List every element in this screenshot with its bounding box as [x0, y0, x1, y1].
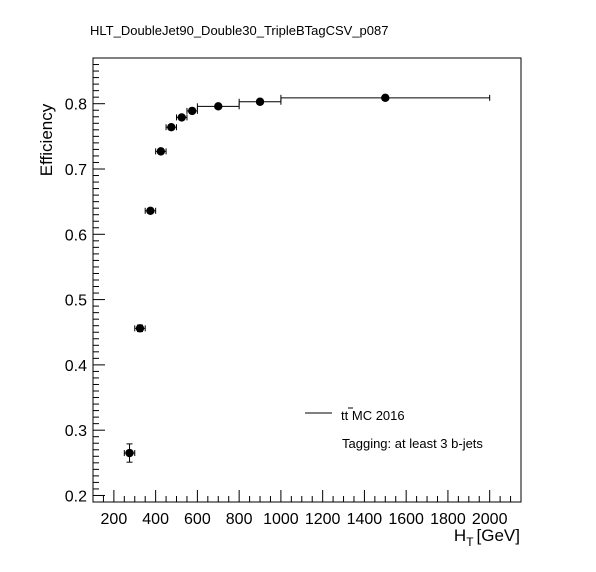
data-marker: [135, 324, 145, 333]
data-marker: [146, 206, 155, 215]
y-tick-label: 0.2: [65, 488, 87, 505]
x-axis-label: HT [GeV]: [454, 526, 520, 549]
legend-entry-tbar: t: [345, 408, 349, 423]
data-point: [176, 113, 188, 122]
x-axis-label-sub: T: [466, 535, 474, 549]
legend-entry-t1: t: [341, 408, 345, 423]
y-tick-label: 0.3: [65, 423, 87, 440]
data-point: [196, 102, 240, 111]
data-marker: [156, 147, 166, 156]
x-tick-label: 1600: [388, 511, 424, 528]
x-tick-label: 600: [184, 511, 211, 528]
x-tick-label: 200: [101, 511, 128, 528]
legend-annotation: Tagging: at least 3 b-jets: [342, 436, 483, 451]
legend-entry-label: tt MC 2016: [341, 408, 405, 423]
x-tick-label: 400: [142, 511, 169, 528]
data-point: [155, 147, 167, 156]
data-point: [144, 206, 157, 215]
legend: tt MC 2016 Tagging: at least 3 b-jets: [305, 407, 483, 451]
y-axis: 0.2 0.3 0.4 0.5 0.6 0.7 0.8: [65, 64, 105, 505]
data-marker: [177, 113, 186, 122]
data-series: [123, 93, 491, 463]
data-marker: [255, 97, 265, 106]
x-tick-label: 800: [226, 511, 253, 528]
y-tick-label: 0.5: [65, 293, 87, 310]
data-point: [280, 93, 491, 103]
x-tick-label: 2000: [472, 511, 508, 528]
data-marker: [167, 123, 176, 132]
data-point: [238, 97, 282, 106]
data-marker: [187, 106, 197, 116]
y-tick-label: 0.7: [65, 162, 87, 179]
chart-title: HLT_DoubleJet90_Double30_TripleBTagCSV_p…: [90, 23, 388, 38]
y-tick-label: 0.6: [65, 227, 87, 244]
y-tick-label: 0.8: [65, 97, 87, 114]
data-point: [165, 123, 178, 132]
data-point: [186, 106, 198, 116]
x-tick-label: 1400: [347, 511, 383, 528]
data-point: [123, 443, 136, 463]
data-point: [134, 324, 146, 333]
x-tick-label: 1800: [430, 511, 466, 528]
y-axis-label: Efficiency: [37, 103, 56, 176]
legend-entry-rest: MC 2016: [348, 408, 404, 423]
data-marker: [381, 93, 390, 103]
x-axis: 200 400 600 800 1000 1200 1400 1600 1800 2000: [92, 490, 522, 528]
data-marker: [125, 448, 134, 458]
x-tick-label: 1000: [263, 511, 299, 528]
y-tick-label: 0.4: [65, 358, 87, 375]
x-tick-label: 1200: [305, 511, 341, 528]
x-axis-label-unit: [GeV]: [477, 526, 520, 545]
x-axis-label-main: H: [454, 526, 466, 545]
data-marker: [214, 102, 223, 111]
